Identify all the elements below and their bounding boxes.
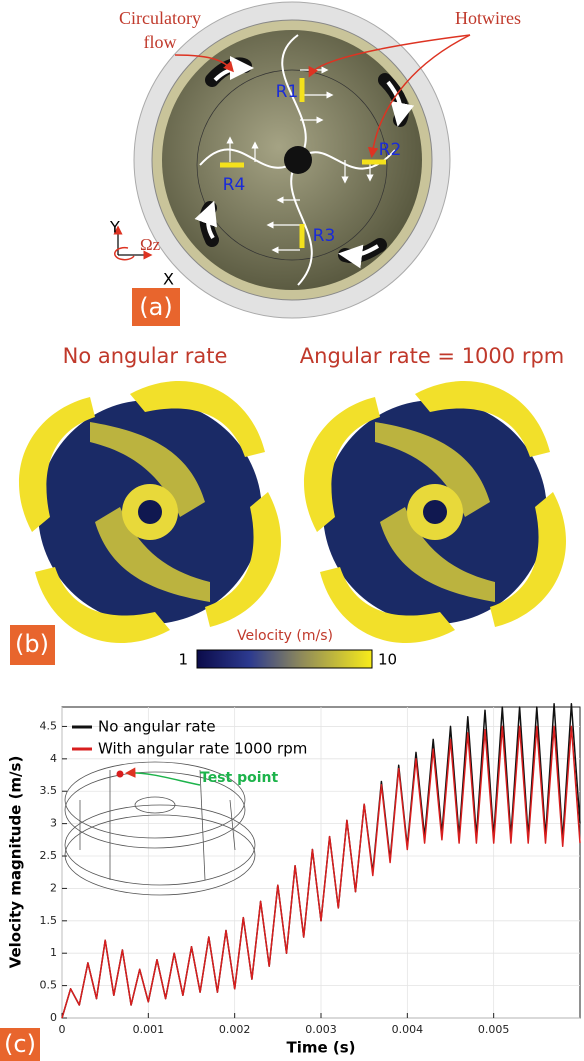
colorbar-title: Velocity (m/s): [237, 628, 333, 644]
y-tick-label: 3.5: [40, 784, 58, 797]
colorbar: [197, 650, 372, 668]
x-axis-title: Time (s): [286, 1039, 355, 1057]
colorbar-min: 1: [178, 651, 188, 669]
annotation: Circulatory: [119, 8, 201, 28]
y-tick-label: 2: [50, 881, 57, 894]
colorbar-max: 10: [378, 651, 397, 669]
panel-title: No angular rate: [63, 344, 228, 368]
x-tick-label: 0.005: [478, 1023, 510, 1036]
y-tick-label: 3: [50, 817, 57, 830]
y-tick-label: 2.5: [40, 849, 58, 862]
x-tick-label: 0.002: [219, 1023, 251, 1036]
y-tick-label: 0: [50, 1011, 57, 1024]
velocity-field: [19, 381, 281, 643]
annotation: flow: [144, 32, 177, 52]
y-tick-label: 1.5: [40, 914, 58, 927]
sensor-label: R2: [379, 140, 402, 160]
axis-label: X: [163, 270, 174, 289]
panel-label: (a): [139, 293, 172, 321]
y-axis-title: Velocity magnitude (m/s): [7, 756, 25, 969]
panel-label: (b): [15, 630, 49, 658]
y-tick-label: 4: [50, 752, 57, 765]
sensor-label: R1: [276, 82, 299, 102]
legend-label: With angular rate 1000 rpm: [98, 740, 307, 758]
sensor-label: R3: [313, 226, 336, 246]
figure: Circulatory flow Hotwires R1 R2 R3 R4 Y …: [0, 0, 584, 1061]
panel-label: (c): [4, 1030, 36, 1058]
y-tick-label: 4.5: [40, 719, 58, 732]
x-tick-label: 0.004: [392, 1023, 424, 1036]
legend-label: No angular rate: [98, 718, 216, 736]
axis-label: Ωz: [140, 235, 161, 254]
annotation: Hotwires: [455, 8, 521, 28]
y-tick-label: 1: [50, 946, 57, 959]
panel-title: Angular rate = 1000 rpm: [300, 344, 564, 368]
sensor-label: R4: [223, 175, 246, 195]
velocity-field: [304, 381, 566, 643]
x-tick-label: 0: [59, 1023, 66, 1036]
annotation: Test point: [200, 770, 278, 786]
axis-label: Y: [109, 218, 120, 237]
x-tick-label: 0.003: [305, 1023, 337, 1036]
y-tick-label: 0.5: [40, 979, 58, 992]
x-tick-label: 0.001: [133, 1023, 165, 1036]
